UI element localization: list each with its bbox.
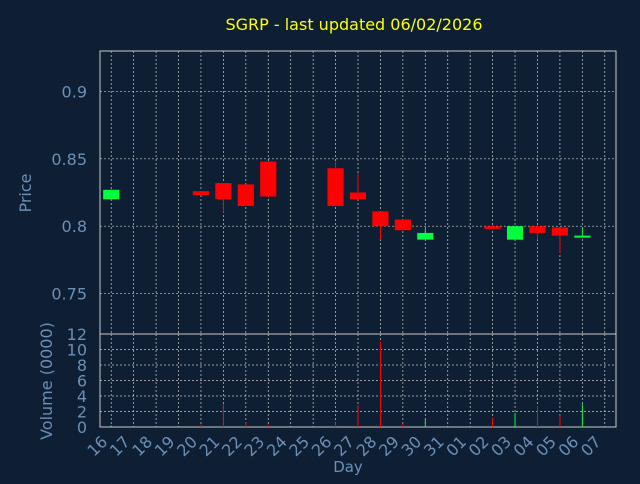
candle-body xyxy=(394,219,411,231)
candle-body xyxy=(215,183,232,200)
candle-body xyxy=(349,192,367,200)
x-tick-label: 07 xyxy=(577,432,605,460)
price-tick-label: 0.85 xyxy=(51,150,87,169)
candle-body xyxy=(484,226,501,229)
candle-body xyxy=(574,235,591,238)
candle-body xyxy=(506,226,524,240)
candle-body xyxy=(327,168,344,206)
price-tick-label: 0.9 xyxy=(62,82,87,101)
volume-tick-label: 10 xyxy=(67,341,87,360)
volume-axis-label: Volume (0000) xyxy=(37,322,56,440)
candle-body xyxy=(417,232,434,240)
volume-tick-label: 4 xyxy=(77,387,87,406)
candle-body xyxy=(372,211,389,227)
x-axis-label: Day xyxy=(333,458,363,476)
price-tick-label: 0.8 xyxy=(62,217,87,236)
candle-body xyxy=(529,226,546,233)
volume-tick-label: 0 xyxy=(77,418,87,437)
price-tick-label: 0.75 xyxy=(51,285,87,304)
volume-tick-label: 6 xyxy=(77,372,87,391)
candle-body xyxy=(260,161,277,197)
candle-body xyxy=(103,189,120,200)
volume-tick-label: 8 xyxy=(77,356,87,375)
price-axis-label: Price xyxy=(16,173,35,212)
chart-title: SGRP - last updated 06/02/2026 xyxy=(225,15,482,34)
price-panel: 0.75 0.8 0.85 0.9 xyxy=(51,50,617,335)
candle-body xyxy=(551,227,568,236)
candle-body xyxy=(192,191,210,196)
volume-panel: 0246810121617181920212223242526272829303… xyxy=(67,325,617,460)
volume-tick-label: 2 xyxy=(77,403,87,422)
candle-body xyxy=(237,184,254,206)
volume-tick-label: 12 xyxy=(67,325,87,344)
